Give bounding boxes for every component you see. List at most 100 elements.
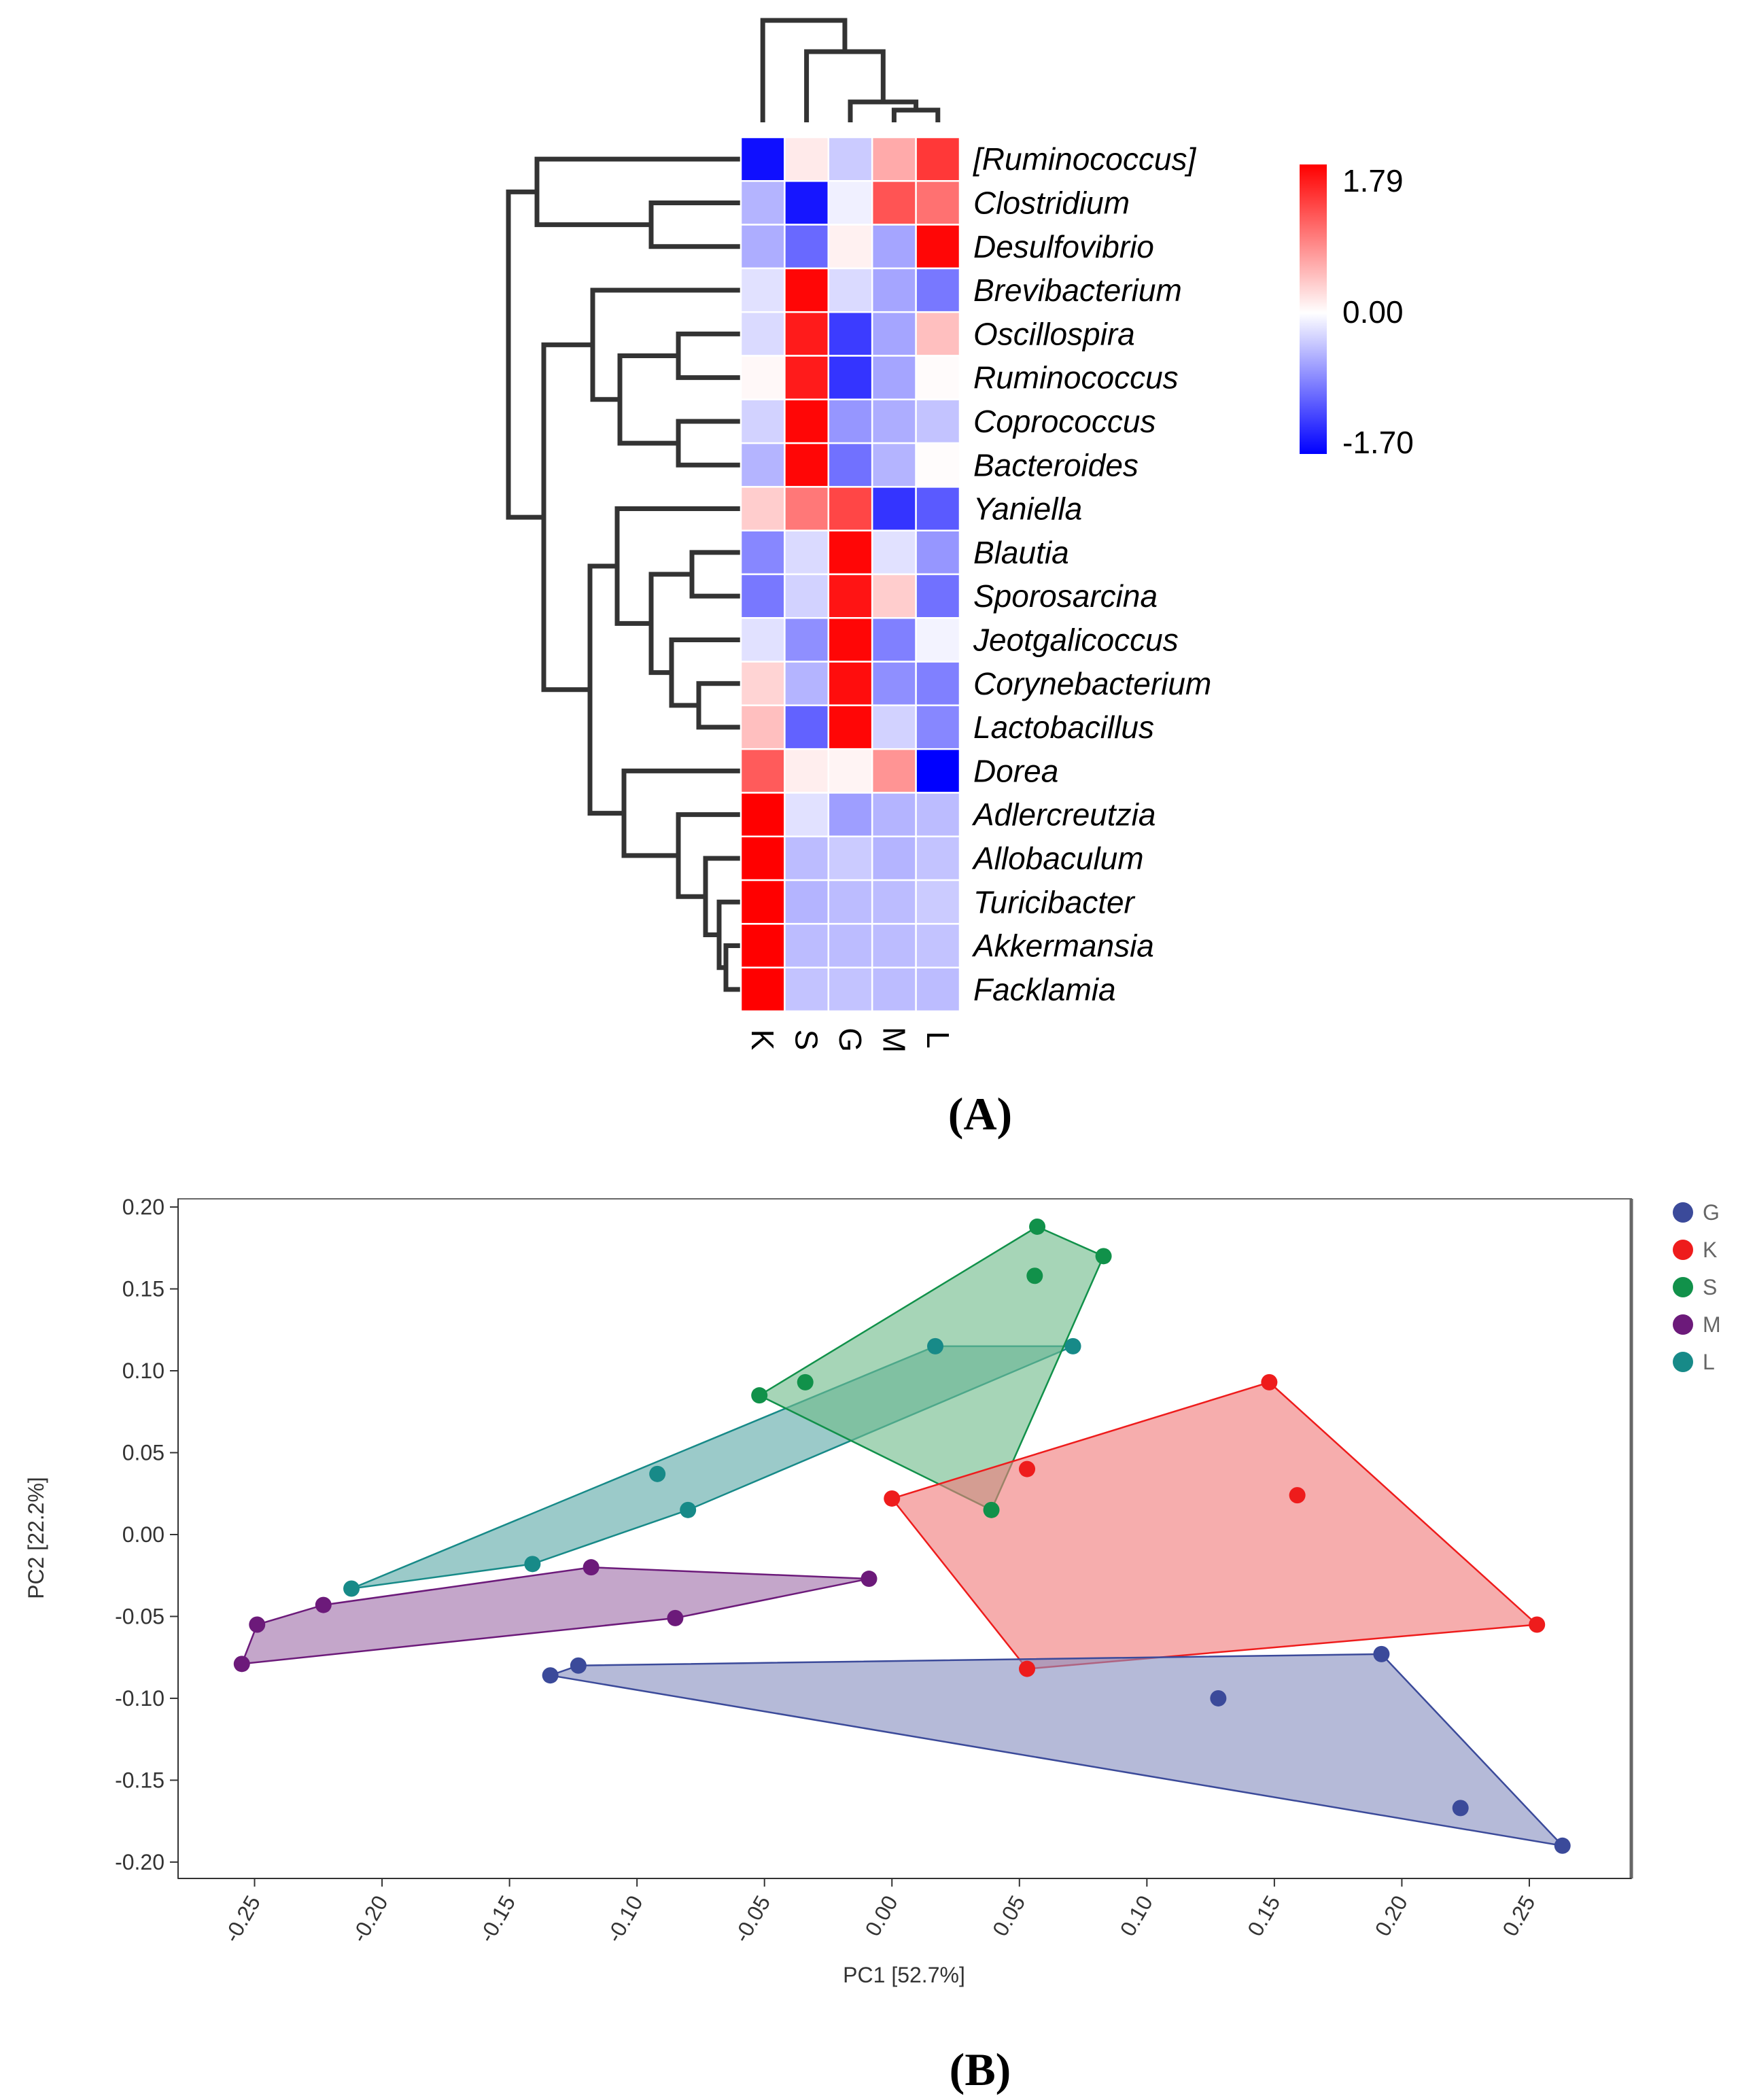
heatmap-cell (740, 398, 786, 444)
panel-b-label: (B) (950, 2044, 1011, 2095)
row-label: Dorea (973, 753, 1058, 788)
legend-marker-M (1673, 1314, 1693, 1335)
data-points (233, 1218, 1571, 1854)
row-label: [Ruminococcus] (973, 141, 1196, 177)
y-tick-label: 0.05 (122, 1440, 164, 1465)
heatmap-cell (740, 748, 786, 794)
heatmap-cell (784, 486, 830, 531)
row-label: Jeotgalicoccus (973, 622, 1179, 657)
point-S (1029, 1218, 1046, 1235)
heatmap-cell (784, 180, 830, 226)
row-label: Brevibacterium (973, 273, 1182, 308)
heatmap-cell (827, 966, 873, 1013)
colorbar-gradient (1300, 164, 1327, 454)
heatmap-cell (740, 835, 786, 881)
heatmap-cell (871, 573, 917, 619)
row-label: Bacteroides (973, 447, 1139, 483)
point-S (983, 1501, 1000, 1518)
colorbar-max-label: 1.79 (1342, 163, 1404, 198)
x-tick-label: 0.10 (1115, 1891, 1158, 1940)
heatmap-cell (915, 311, 961, 357)
heatmap-cell (915, 923, 961, 968)
x-axis: -0.25 -0.20 -0.15 -0.10 -0.05 0.00 0.05 0.10 0.1… (178, 1878, 1631, 1946)
row-label: Allobaculum (971, 841, 1144, 876)
heatmap-cell (784, 355, 830, 401)
legend-label: K (1703, 1238, 1717, 1262)
point-K (884, 1490, 901, 1507)
heatmap-cell (915, 442, 961, 488)
heatmap-cell (871, 224, 917, 270)
dendrogram-link (676, 331, 741, 381)
heatmap-cell (871, 704, 917, 750)
dendrogram-link (669, 637, 741, 708)
heatmap-cell (740, 792, 786, 838)
point-G (570, 1657, 587, 1674)
colorbar-mid-label: 0.00 (1342, 294, 1404, 330)
x-axis-title: PC1 [52.7%] (843, 1963, 965, 1987)
point-K (1019, 1660, 1036, 1677)
point-S (751, 1387, 768, 1404)
point-S (1095, 1248, 1112, 1265)
heatmap-cell (740, 704, 786, 750)
legend-marker-S (1673, 1277, 1693, 1297)
legend-marker-K (1673, 1240, 1693, 1260)
row-label: Yaniella (973, 491, 1082, 527)
row-label: Oscillospira (973, 316, 1135, 351)
heatmap-cell (827, 486, 873, 531)
row-label: Desulfovibrio (973, 229, 1154, 264)
row-label: Blautia (973, 535, 1069, 570)
x-tick-label: -0.20 (347, 1891, 393, 1946)
point-L (524, 1556, 541, 1573)
point-L (927, 1337, 944, 1354)
heatmap-cell (827, 704, 873, 750)
point-M (315, 1596, 332, 1613)
heatmap-cell (740, 311, 786, 357)
group-hulls (240, 1225, 1565, 1847)
y-axis: 0.20 0.15 0.10 0.05 0.00 -0.05 -0.10 -0.15 -0.20 (115, 1195, 179, 1878)
x-tick-label: -0.05 (729, 1891, 776, 1946)
column-label: G (833, 1028, 868, 1052)
heatmap-cell (740, 661, 786, 707)
dendrogram-link (760, 18, 848, 122)
point-L (649, 1465, 666, 1482)
colorbar-min-label: -1.70 (1342, 425, 1414, 460)
point-S (797, 1373, 814, 1390)
heatmap-cell (871, 617, 917, 663)
heatmap-cell (827, 792, 873, 838)
heatmap-cell (915, 224, 961, 270)
row-label: Ruminococcus (973, 360, 1179, 396)
y-tick-label: 0.20 (122, 1195, 164, 1219)
point-L (343, 1580, 360, 1597)
row-label: Facklamia (973, 972, 1116, 1007)
heatmap-cell (827, 879, 873, 925)
heatmap-cell (827, 355, 873, 401)
y-tick-label: 0.00 (122, 1522, 164, 1547)
y-tick-label: -0.10 (115, 1686, 164, 1711)
x-tick-label: -0.25 (219, 1891, 265, 1946)
column-label: K (745, 1030, 780, 1051)
heatmap-cell (827, 311, 873, 357)
dendrogram-link (676, 812, 741, 899)
point-G (542, 1667, 559, 1684)
heatmap-cell (784, 398, 830, 444)
heatmap-cell (740, 486, 786, 531)
heatmap-cell (915, 486, 961, 531)
heatmap-cell (871, 529, 917, 576)
y-tick-label: -0.20 (115, 1850, 164, 1874)
heatmap-cell (827, 224, 873, 270)
dendrogram-link (696, 681, 741, 730)
legend-label: G (1703, 1200, 1720, 1225)
heatmap-cell (784, 792, 830, 838)
x-tick-label: 0.25 (1497, 1891, 1540, 1940)
heatmap-cell (871, 311, 917, 357)
heatmap-cell (915, 704, 961, 750)
heatmap-cell (871, 180, 917, 226)
row-label: Adlercreutzia (971, 797, 1155, 833)
heatmap-cell (915, 267, 961, 313)
dendrogram-link (534, 156, 741, 228)
point-L (680, 1501, 697, 1518)
heatmap-cell (915, 966, 961, 1013)
dendrogram-link (506, 189, 544, 520)
point-K (1529, 1616, 1546, 1633)
